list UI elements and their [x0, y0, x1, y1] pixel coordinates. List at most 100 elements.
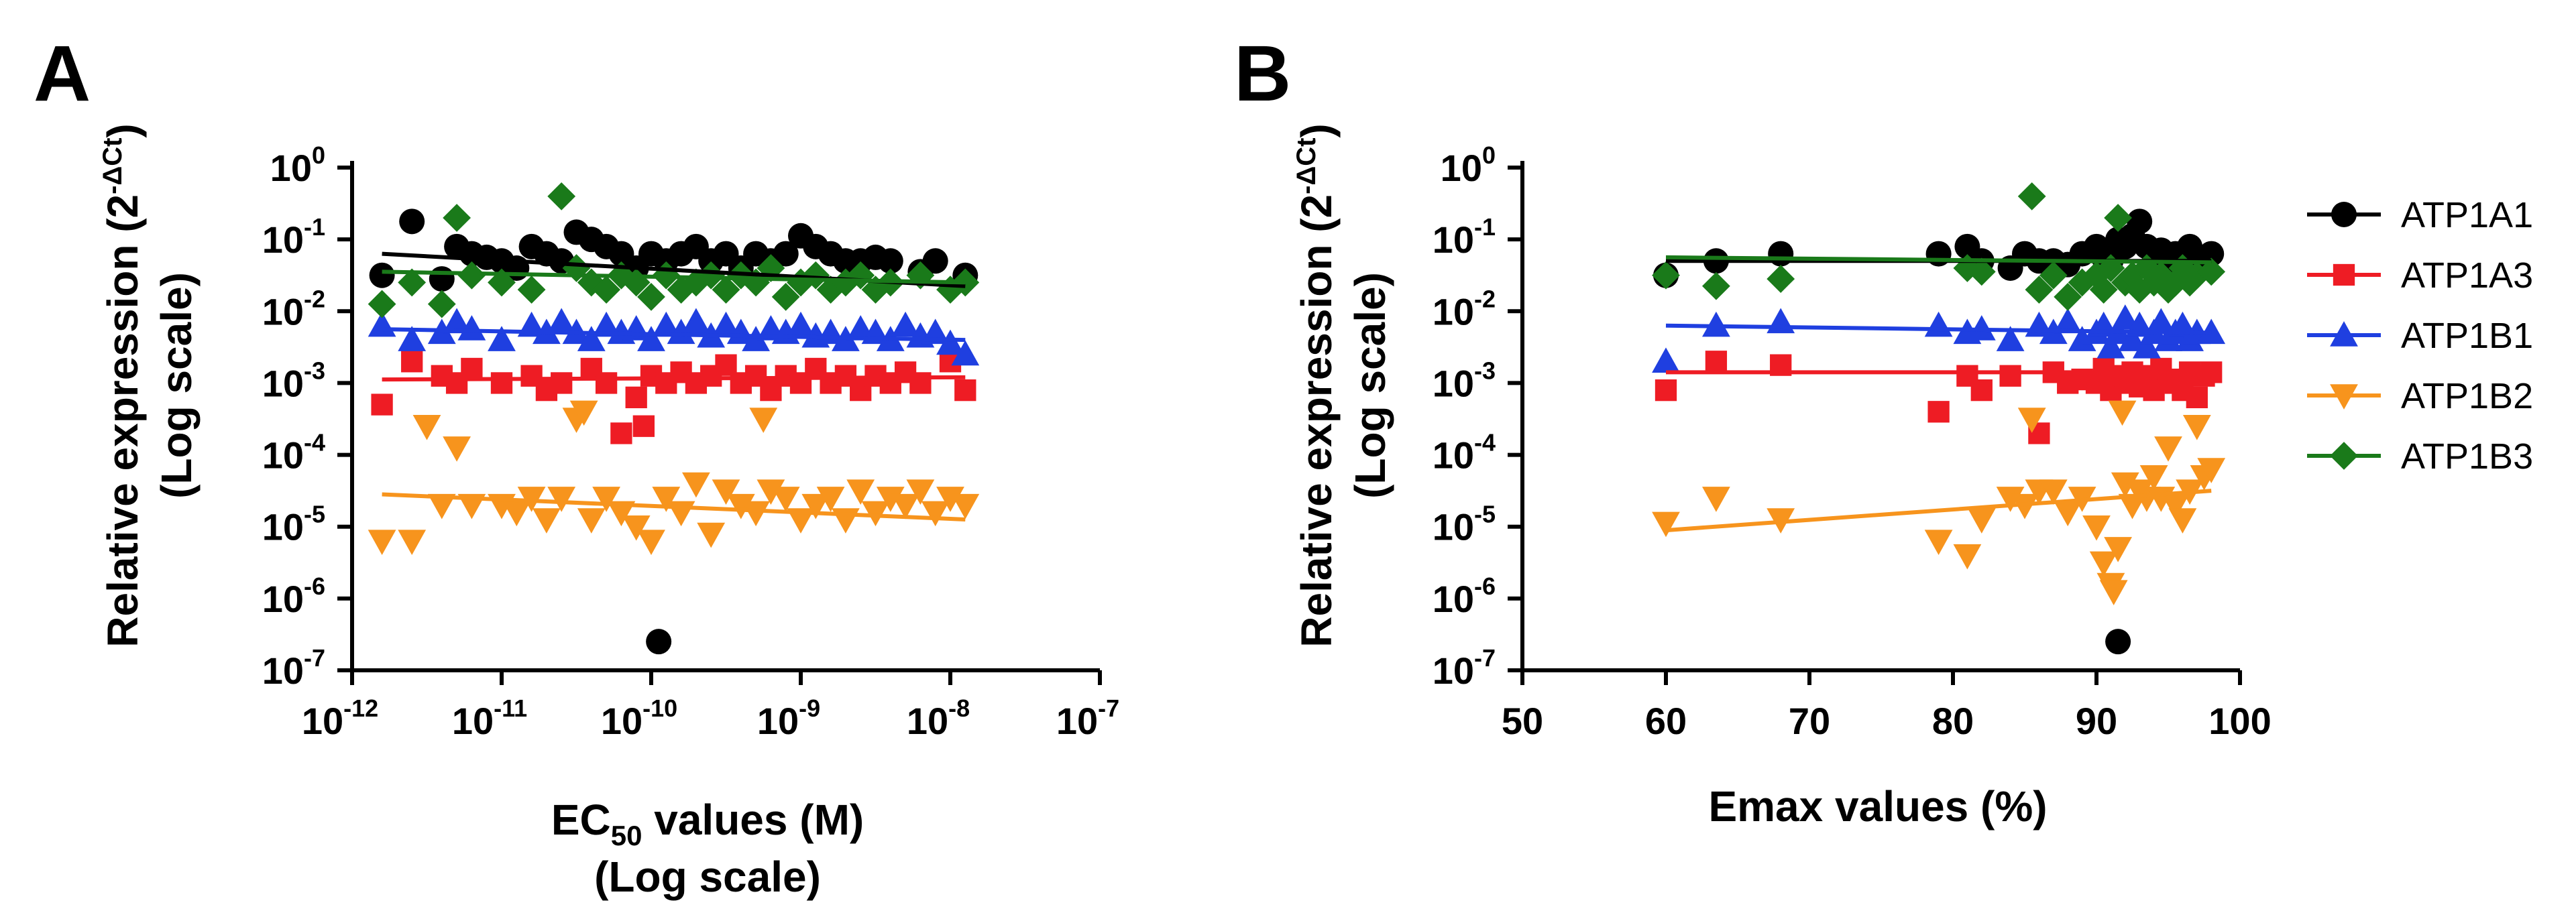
data-point-atp1b2 [412, 414, 441, 440]
data-point-atp1b2 [1924, 530, 1953, 556]
data-point-atp1a3 [1705, 351, 1728, 373]
data-point-atp1b3 [592, 275, 620, 304]
series-atp1a3 [1655, 351, 2223, 444]
legend-label: ATP1A1 [2401, 195, 2533, 235]
data-point-atp1b1 [592, 311, 620, 337]
data-point-atp1b3 [2133, 254, 2161, 282]
data-point-atp1b3 [1967, 257, 1996, 286]
data-point-atp1a1 [922, 248, 948, 274]
data-point-atp1a1 [2127, 208, 2153, 235]
legend-label: ATP1A3 [2401, 255, 2533, 296]
data-point-atp1a3 [401, 351, 423, 373]
data-point-atp1a1 [399, 208, 425, 235]
data-point-atp1b1 [891, 311, 919, 337]
panel-b-ylabel-sup: -ΔCt [1292, 138, 1321, 194]
svg-text:Relative expression (2-ΔCt): Relative expression (2-ΔCt) [1292, 123, 1341, 647]
data-point-atp1b2 [1702, 487, 1730, 512]
data-point-atp1a3 [1927, 401, 1950, 423]
x-tick-label: 60 [1645, 700, 1687, 742]
panel-a-xlabel-sub: 50 [611, 820, 642, 851]
panel-b-ylabel-text: Relative expression (2 [1292, 194, 1341, 648]
data-point-atp1b3 [2082, 261, 2111, 290]
data-point-atp1b3 [2118, 261, 2147, 290]
data-point-atp1a1 [773, 241, 799, 267]
y-tick-label: 10-4 [262, 429, 325, 477]
data-point-atp1b3 [2039, 261, 2068, 290]
data-point-atp1b1 [2133, 332, 2161, 359]
data-point-atp1a3 [1970, 379, 1993, 402]
panel-a-xlabel-line2: (Log scale) [594, 853, 821, 901]
y-tick-label: 10-1 [262, 213, 325, 261]
panel-b-ylabel: Relative expression (2-ΔCt) (Log scale) [1292, 123, 1394, 647]
data-point-atp1b3 [2161, 268, 2190, 297]
data-point-atp1b3 [517, 275, 546, 304]
x-tick-label: 10-12 [302, 694, 378, 742]
data-point-atp1b1 [2118, 326, 2147, 351]
fit-line-atp1b1 [382, 327, 966, 343]
data-point-atp1b2 [951, 493, 980, 519]
series-atp1b3 [1652, 182, 2226, 311]
data-point-atp1b2 [2099, 580, 2128, 606]
data-point-atp1b1 [398, 326, 427, 351]
data-point-atp1b2 [2111, 472, 2139, 498]
legend-label: ATP1B1 [2401, 316, 2533, 356]
data-point-atp1a3 [490, 372, 513, 394]
data-point-atp1b2 [1652, 511, 1680, 538]
data-point-atp1b1 [2068, 326, 2096, 351]
data-point-atp1b2 [502, 501, 531, 527]
data-point-atp1b3 [667, 275, 695, 304]
y-tick-label: 10-3 [1433, 357, 1496, 404]
data-point-atp1b3 [951, 268, 980, 297]
y-tick-label: 10-7 [262, 644, 325, 692]
data-point-atp1b3 [2017, 182, 2046, 210]
data-point-atp1b2 [2017, 408, 2046, 433]
panel-a-ylabel-sup: -ΔCt [98, 138, 127, 194]
x-tick-label: 100 [2208, 700, 2271, 742]
data-point-atp1b3 [2125, 275, 2154, 304]
data-point-atp1b2 [757, 479, 785, 505]
legend-entry-atp1a3: ATP1A3 [2307, 255, 2533, 296]
data-point-atp1b2 [771, 487, 800, 512]
data-point-atp1b3 [368, 290, 396, 318]
data-point-atp1b2 [682, 472, 710, 498]
legend-marker-atp1b2 [2330, 384, 2358, 410]
fit-line-atp1b2 [1665, 489, 2212, 533]
data-point-atp1b3 [547, 182, 576, 210]
data-point-atp1b3 [2182, 261, 2211, 290]
data-point-atp1b2 [891, 493, 919, 519]
data-point-atp1a3 [461, 357, 483, 380]
legend-entry-atp1b1: ATP1B1 [2307, 316, 2533, 356]
series-atp1a3 [371, 351, 976, 444]
data-point-atp1b3 [2147, 261, 2176, 290]
data-point-atp1b2 [697, 522, 726, 548]
y-tick-label: 10-4 [1433, 429, 1496, 477]
data-point-atp1b3 [697, 261, 726, 290]
panel-b-ylabel-line2: (Log scale) [1346, 272, 1394, 499]
panel-a-ylabel: Relative expression (2-ΔCt) (Log scale) [98, 123, 201, 647]
data-point-atp1b1 [712, 311, 740, 337]
y-tick-label: 10-6 [262, 572, 325, 620]
data-point-atp1b3 [443, 204, 471, 232]
data-point-atp1b2 [2139, 465, 2168, 491]
data-point-atp1b3 [771, 282, 800, 311]
data-point-atp1b2 [816, 487, 845, 512]
legend-label: ATP1B2 [2401, 376, 2533, 416]
data-point-atp1a3 [632, 415, 655, 437]
data-point-atp1b2 [637, 530, 665, 556]
y-tick-label: 10-5 [262, 501, 325, 548]
legend-marker-atp1b3 [2330, 442, 2358, 470]
svg-text:Relative expression (2-ΔCt): Relative expression (2-ΔCt) [98, 123, 147, 647]
legend-entry-atp1b3: ATP1B3 [2307, 436, 2533, 477]
data-point-atp1b1 [1652, 347, 1680, 373]
data-point-atp1b3 [816, 275, 845, 304]
x-tick-label: 10-10 [601, 694, 677, 742]
data-point-atp1b2 [749, 408, 778, 433]
data-point-atp1b2 [427, 493, 456, 519]
data-point-atp1b2 [569, 400, 598, 426]
data-point-atp1b3 [2168, 254, 2197, 282]
data-point-atp1b1 [1767, 308, 1795, 334]
panel-b-ylabel-close: ) [1292, 123, 1341, 137]
data-point-atp1b2 [368, 530, 396, 556]
fit-line-atp1b2 [382, 492, 966, 522]
